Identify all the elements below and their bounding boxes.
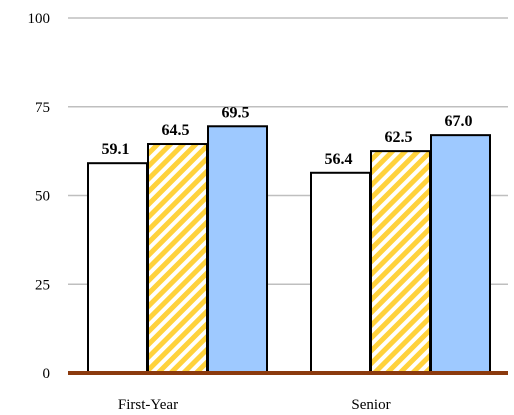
data-label: 64.5	[162, 122, 190, 139]
y-tick-label: 100	[28, 11, 51, 27]
bars	[87, 125, 491, 375]
bar-senior-1	[310, 171, 371, 374]
y-tick-label: 75	[35, 100, 50, 116]
x-axis-category-labels: First-Year Senior	[118, 397, 391, 413]
bar-senior-3	[430, 134, 491, 374]
data-label: 67.0	[445, 113, 473, 130]
bar-first-year-1	[87, 162, 148, 374]
bar-senior-2	[370, 150, 431, 374]
category-label: Senior	[351, 397, 390, 413]
bar-first-year-2	[147, 143, 208, 374]
data-label: 62.5	[385, 129, 413, 146]
y-tick-label: 25	[35, 277, 50, 293]
data-label: 69.5	[222, 104, 250, 121]
y-axis-tick-labels: 0 25 50 75 100	[28, 11, 51, 382]
data-label: 59.1	[102, 141, 130, 158]
category-label: First-Year	[118, 397, 178, 413]
data-labels: 59.1 64.5 69.5 56.4 62.5 67.0	[102, 104, 473, 168]
y-tick-label: 50	[35, 189, 50, 205]
y-tick-label: 0	[43, 366, 51, 382]
bar-first-year-3	[207, 125, 268, 375]
data-label: 56.4	[325, 151, 353, 168]
